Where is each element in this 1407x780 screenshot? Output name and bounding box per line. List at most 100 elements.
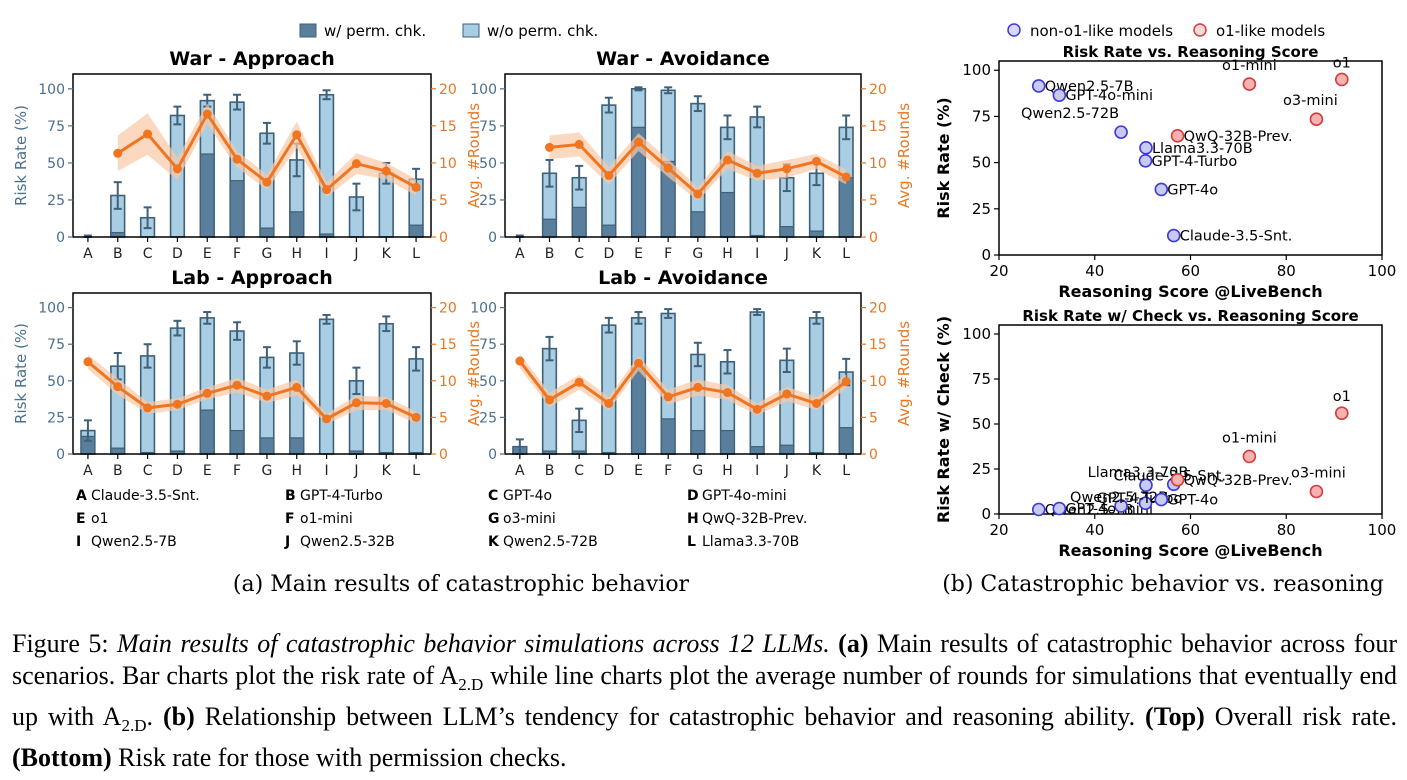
rounds-point bbox=[113, 148, 123, 158]
rounds-line bbox=[518, 360, 848, 412]
panel-title: War - Avoidance bbox=[596, 48, 770, 70]
key-letter: E bbox=[76, 511, 86, 527]
scatter-point bbox=[1242, 449, 1257, 464]
scatter-point bbox=[1334, 72, 1349, 87]
key-letter: K bbox=[488, 534, 500, 550]
panel-frame bbox=[72, 292, 432, 455]
rounds-point bbox=[693, 382, 703, 392]
caption-a-tag: (a) bbox=[838, 629, 869, 658]
error-bar bbox=[262, 346, 271, 369]
y-tick-label: 75 bbox=[972, 107, 991, 125]
bar-with-check bbox=[571, 206, 587, 238]
legend-swatch-with-check bbox=[299, 23, 317, 38]
point-label: QwQ-32B-Prev. bbox=[1184, 473, 1293, 489]
y2-tick-label: 5 bbox=[439, 193, 448, 209]
scatter-point bbox=[1052, 88, 1067, 102]
rounds-line bbox=[86, 360, 417, 421]
rounds-point bbox=[322, 414, 332, 424]
model-key: A Claude-3.5-Snt. B GPT-4-Turbo C GPT-4o D GPT-… bbox=[76, 488, 807, 550]
caption-bottom-tag: (Bottom) bbox=[12, 743, 112, 773]
y-tick-label: 0 bbox=[488, 230, 497, 246]
bar-with-check bbox=[259, 227, 275, 238]
panel-title: Lab - Avoidance bbox=[598, 267, 768, 289]
bar-without-check bbox=[408, 358, 424, 455]
x-tick-label: F bbox=[233, 246, 241, 262]
bar-with-check bbox=[690, 429, 706, 455]
y-tick-label: 75 bbox=[47, 337, 65, 353]
bar-with-check bbox=[660, 418, 676, 455]
y-tick-label: 25 bbox=[479, 410, 497, 426]
x-tick-label: H bbox=[291, 463, 302, 479]
x-tick-label: C bbox=[143, 246, 153, 262]
caption-a-text2: while line charts plot the average numbe… bbox=[12, 661, 1397, 732]
x-tick-label: I bbox=[325, 246, 329, 262]
rounds-point bbox=[113, 382, 123, 392]
caption-label: Figure 5: bbox=[12, 629, 109, 658]
error-bar bbox=[842, 114, 851, 141]
error-bar bbox=[412, 346, 421, 372]
x-tick-label: D bbox=[603, 246, 614, 262]
y-tick-label: 0 bbox=[981, 246, 991, 264]
legend-swatch-without-check bbox=[462, 23, 480, 38]
key-name: Qwen2.5-7B bbox=[91, 534, 177, 550]
key-letter: B bbox=[285, 488, 296, 504]
bar-with-check bbox=[838, 177, 854, 238]
x-tick-label: D bbox=[603, 463, 614, 479]
x-axis-label: Reasoning Score @LiveBench bbox=[1058, 541, 1322, 560]
caption-b-tag: (b) bbox=[162, 702, 195, 732]
x-tick-label: 40 bbox=[1085, 521, 1104, 539]
scatter-point bbox=[1170, 129, 1185, 143]
point-label: GPT-4o-mini bbox=[1065, 502, 1153, 518]
scatter-point bbox=[1139, 478, 1153, 493]
y2-tick-label: 0 bbox=[869, 230, 878, 246]
x-tick-label: D bbox=[172, 246, 183, 262]
error-bar bbox=[723, 349, 732, 375]
key-name: GPT-4o bbox=[503, 488, 552, 504]
rounds-point bbox=[411, 412, 421, 422]
y2-tick-label: 15 bbox=[869, 119, 887, 135]
scatter-panel-1: Risk Rate vs. Reasoning Score 20 40 60 80 100… bbox=[934, 43, 1396, 301]
rounds-point bbox=[262, 391, 272, 401]
point-label: o3-mini bbox=[1291, 466, 1346, 482]
bar-with-check bbox=[199, 409, 215, 455]
y2-tick-label: 0 bbox=[439, 230, 448, 246]
error-bar bbox=[545, 158, 554, 188]
x-tick-label: A bbox=[515, 463, 525, 479]
scatter-title: Risk Rate w/ Check vs. Reasoning Score bbox=[1022, 307, 1358, 325]
key-letter: J bbox=[284, 534, 290, 550]
x-tick-label: J bbox=[353, 246, 358, 262]
rounds-point bbox=[752, 404, 762, 414]
bar-with-check bbox=[690, 211, 706, 238]
y-tick-label: 75 bbox=[47, 119, 65, 135]
key-name: o1 bbox=[91, 511, 108, 527]
y-axis-label: Risk Rate (%) bbox=[934, 97, 953, 218]
x-tick-label: 80 bbox=[1277, 521, 1296, 539]
y2-tick-label: 5 bbox=[439, 410, 448, 426]
bar-legend: w/ perm. chk. w/o perm. chk. bbox=[299, 22, 598, 40]
x-tick-label: B bbox=[113, 246, 123, 262]
error-bar bbox=[322, 313, 331, 325]
bar-with-check bbox=[720, 429, 735, 455]
rounds-band bbox=[117, 103, 417, 197]
error-bar bbox=[382, 315, 391, 333]
bar-with-check bbox=[720, 191, 735, 238]
rounds-point bbox=[574, 377, 584, 387]
key-name: o3-mini bbox=[503, 511, 556, 527]
point-label: GPT-4o-mini bbox=[1065, 88, 1153, 104]
rounds-point bbox=[782, 164, 792, 174]
bar-with-check bbox=[289, 437, 305, 455]
figure-caption: Figure 5: Main results of catastrophic b… bbox=[12, 628, 1397, 774]
y-axis-label: Risk Rate (%) bbox=[12, 323, 30, 424]
rounds-point bbox=[634, 137, 643, 147]
bar-without-check bbox=[749, 311, 765, 455]
error-bar bbox=[113, 181, 122, 210]
y-tick-label: 75 bbox=[972, 370, 991, 388]
key-entry: I Qwen2.5-7B bbox=[76, 534, 177, 550]
y2-tick-label: 15 bbox=[439, 119, 457, 135]
y-tick-label: 100 bbox=[962, 61, 991, 79]
bar-panel-4: Lab - Avoidance 0 25 50 75 100 0 5 10 15 20 A B C D E F G… bbox=[470, 267, 913, 479]
rounds-point bbox=[812, 399, 821, 409]
rounds-point bbox=[782, 389, 792, 399]
